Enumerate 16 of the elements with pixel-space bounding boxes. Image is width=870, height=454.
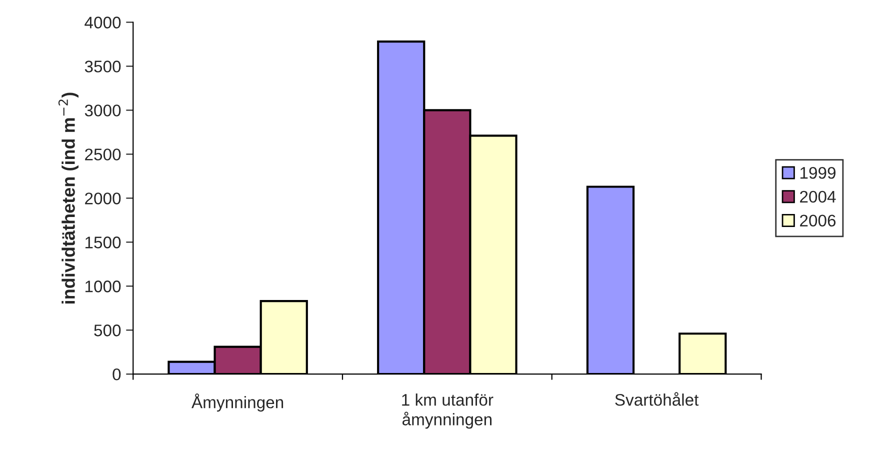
x-tick-label: 1 km utanför åmynningen	[402, 394, 494, 429]
y-tick-label: 500	[94, 324, 121, 336]
y-tick-label: 0	[112, 368, 121, 380]
y-tick-label: 3500	[84, 60, 121, 72]
legend-label: 2006	[800, 214, 836, 227]
y-tick-label: 1000	[86, 280, 121, 292]
y-tick-label: 1500	[86, 236, 121, 248]
legend-label: 2004	[800, 190, 836, 203]
y-tick-label: 2000	[85, 192, 121, 204]
y-tick-label: 2500	[85, 148, 121, 160]
x-tick-label: Svartöhålet	[615, 392, 699, 406]
y-axis-title: individtätheten (ind m$^{−2}$)	[58, 92, 78, 304]
y-tick-label: 4000	[84, 16, 121, 28]
x-tick-label: Åmynningen	[192, 394, 284, 412]
y-tick-label: 3000	[84, 104, 121, 116]
legend-label: 1999	[800, 166, 836, 179]
